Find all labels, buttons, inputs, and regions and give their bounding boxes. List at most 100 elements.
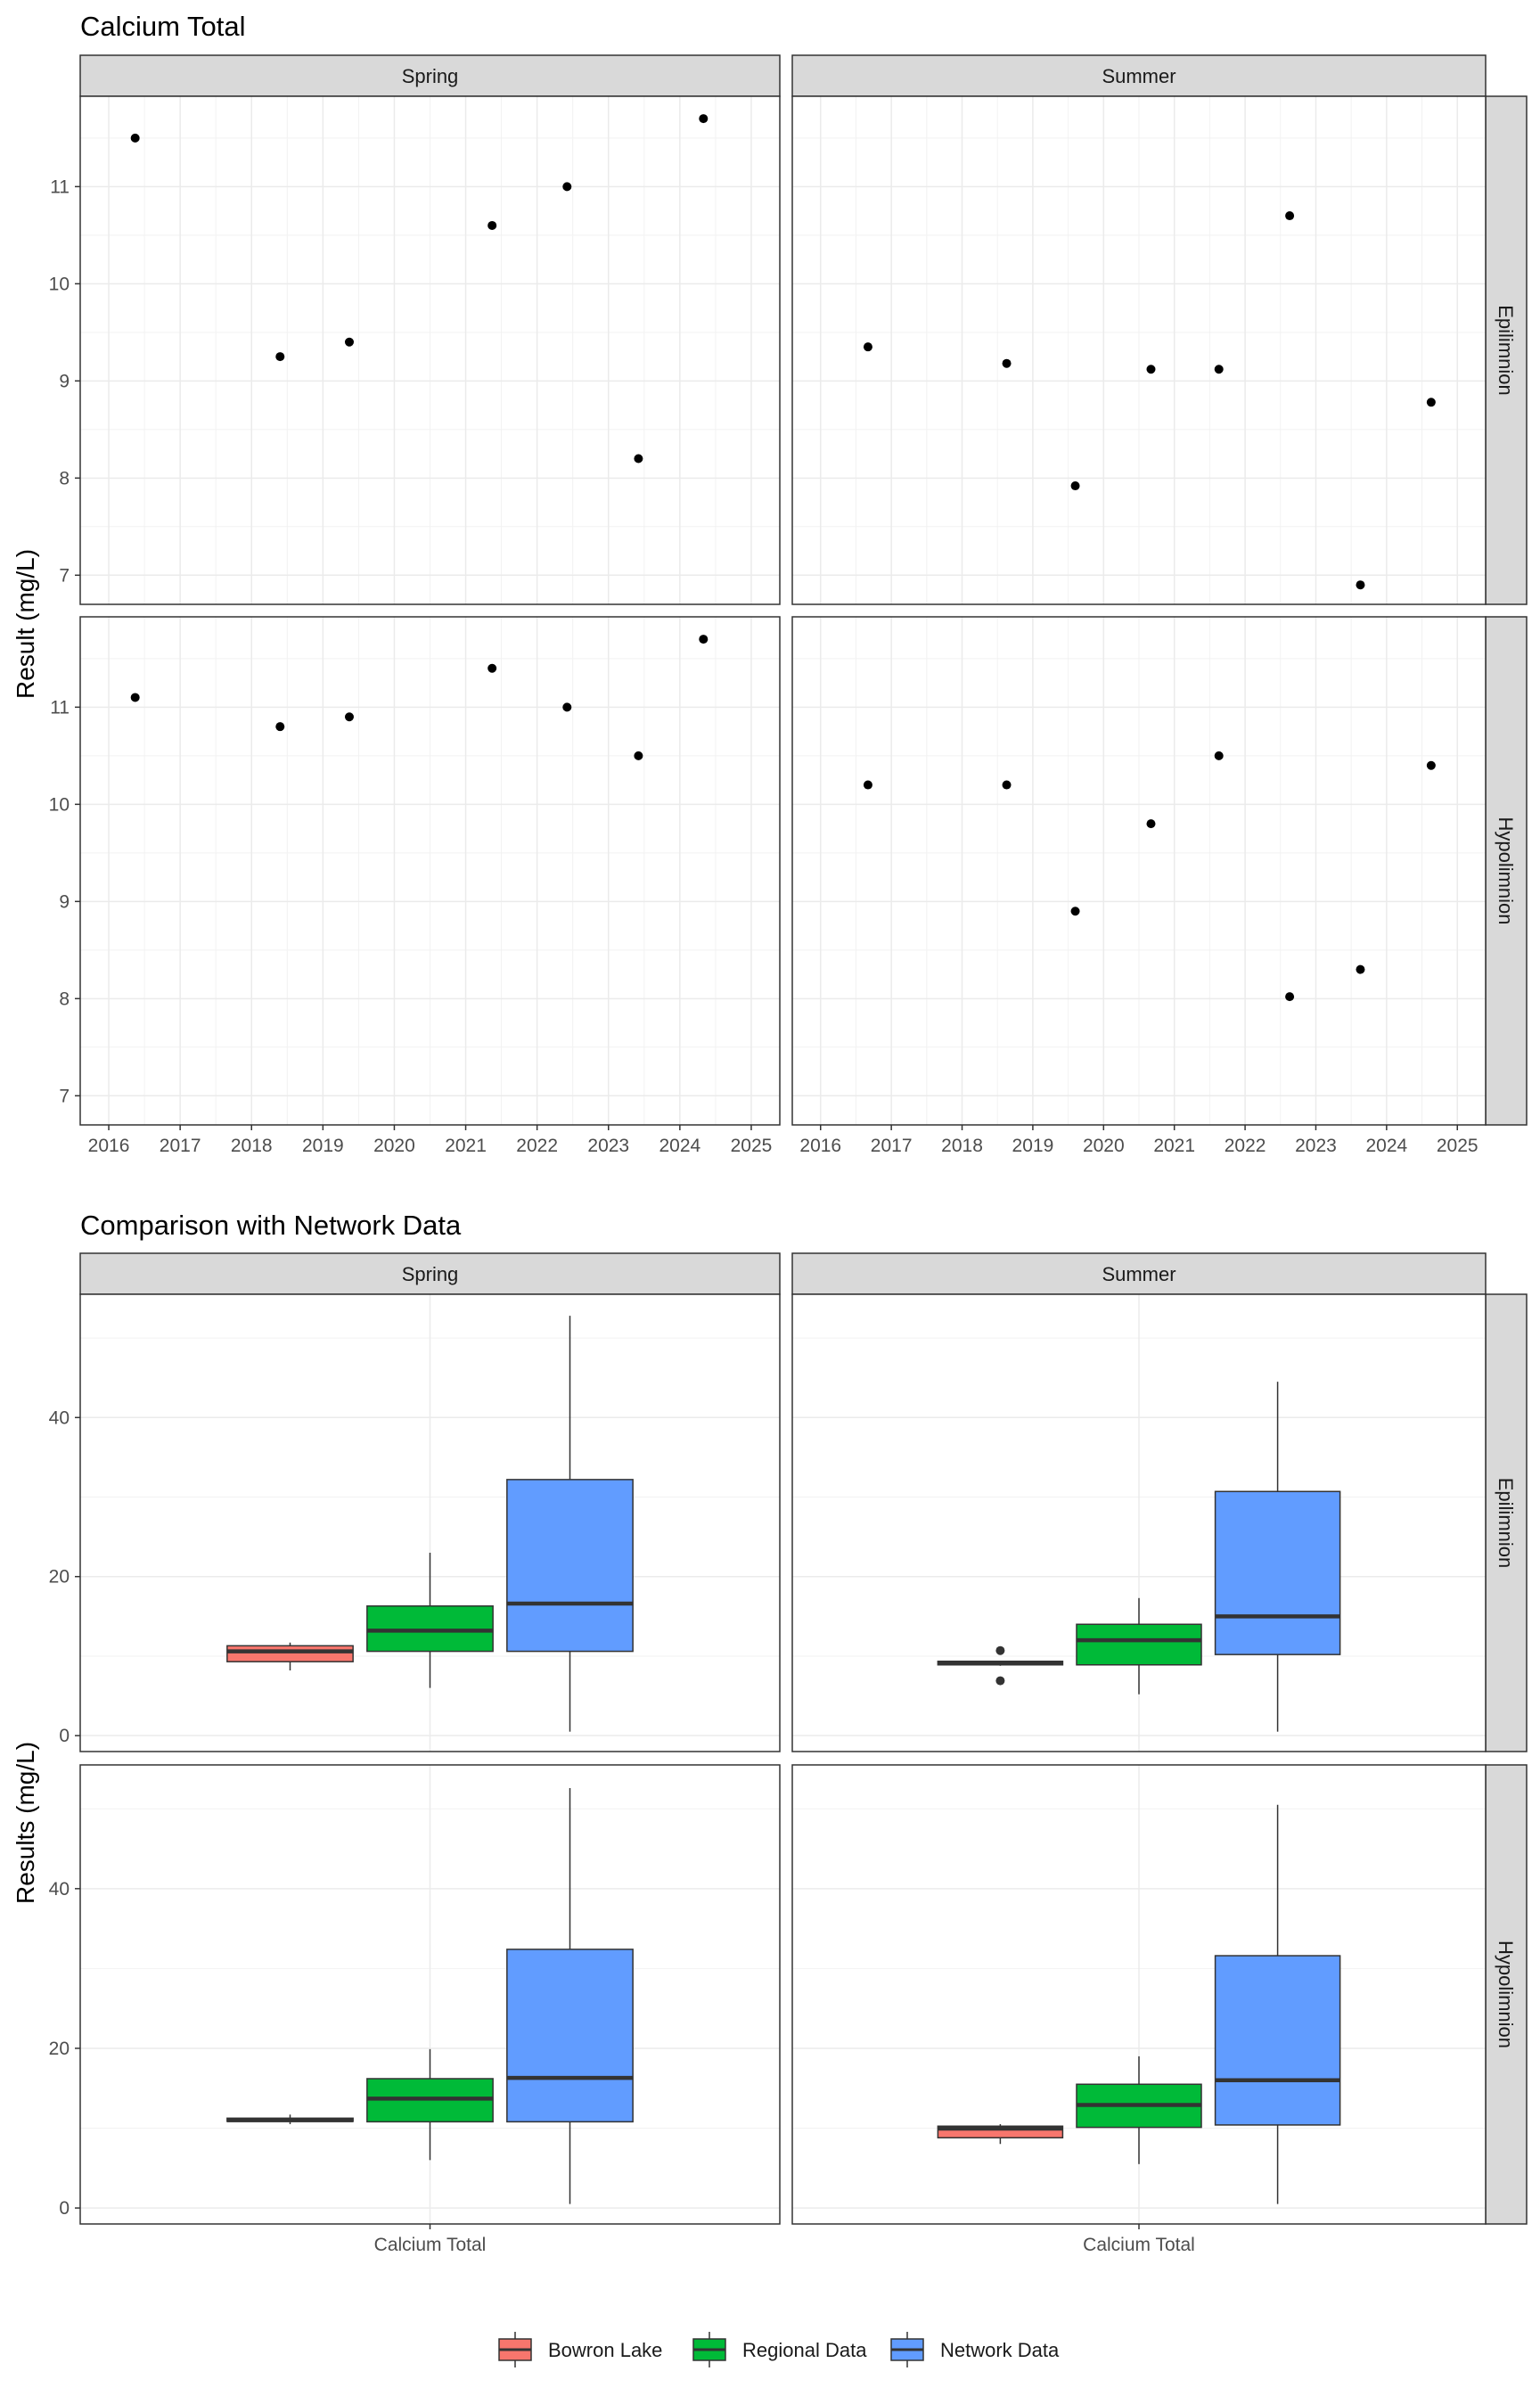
data-point	[130, 693, 140, 702]
data-point	[1146, 819, 1156, 829]
facet-strip-label: Epilimnion	[1495, 305, 1517, 396]
facet-strip-epilimnion	[1485, 95, 1528, 605]
panel-spring-hypolimnion	[79, 1764, 781, 2225]
x-tick-label: 2021	[1153, 1136, 1195, 1156]
data-point	[699, 635, 709, 644]
box-network-data	[506, 1787, 634, 2204]
x-tick-label: 2022	[516, 1136, 558, 1156]
box-regional-data	[1076, 2055, 1202, 2164]
panel-border	[791, 616, 1487, 1126]
x-tick-label: 2023	[587, 1136, 629, 1156]
outlier-point	[995, 1645, 1005, 1655]
panel-border	[79, 95, 781, 605]
panel-summer-epilimnion	[791, 1293, 1487, 1752]
chart-title: Comparison with Network Data	[80, 1210, 462, 1241]
facet-strip-hypolimnion	[1485, 616, 1528, 1126]
box-body	[506, 1479, 634, 1653]
x-tick-label: 2017	[871, 1136, 913, 1156]
x-tick-label: 2023	[1295, 1136, 1337, 1156]
box-body	[1076, 1623, 1202, 1666]
facet-strip-spring	[79, 54, 781, 97]
data-point	[1214, 751, 1224, 760]
box-bowron-lake	[937, 1645, 1064, 1686]
legend-label: Bowron Lake	[548, 2339, 662, 2361]
y-tick-label: 10	[49, 274, 70, 294]
data-point	[562, 702, 572, 712]
data-point	[1002, 780, 1012, 790]
y-axis-label: Result (mg/L)	[12, 549, 39, 699]
box-network-data	[506, 1316, 634, 1732]
x-tick-label: 2022	[1225, 1136, 1266, 1156]
box-network-data	[1214, 1382, 1341, 1732]
legend-label: Regional Data	[742, 2339, 867, 2361]
data-point	[1002, 358, 1012, 368]
scatter-chart-calcium-total: Calcium Total Result (mg/L) Spring Summer…	[12, 11, 1528, 1156]
facet-strip-label: Spring	[402, 65, 459, 87]
y-tick-label: 0	[59, 1726, 70, 1746]
facet-strip-hypolimnion	[1485, 1764, 1528, 2225]
panel-summer-hypolimnion	[791, 616, 1487, 1126]
facet-strip-label: Hypolimnion	[1495, 1941, 1517, 2048]
x-tick-label: 2019	[1012, 1136, 1054, 1156]
box-body	[1214, 1490, 1341, 1655]
data-point	[487, 663, 497, 673]
y-tick-label: 7	[59, 565, 70, 586]
legend-item-bowron-lake: Bowron Lake	[498, 2332, 662, 2367]
data-point	[1146, 365, 1156, 374]
box-regional-data	[1076, 1597, 1202, 1694]
data-point	[275, 722, 285, 732]
box-network-data	[1214, 1804, 1341, 2204]
y-tick-label: 8	[59, 989, 70, 1009]
box-bowron-lake	[226, 1642, 354, 1670]
y-tick-label: 20	[49, 2039, 70, 2059]
legend-item-regional-data: Regional Data	[692, 2332, 867, 2367]
panel-summer-epilimnion	[791, 95, 1487, 605]
facet-strip-summer	[791, 1252, 1487, 1295]
data-point	[1426, 398, 1436, 407]
x-tick-label: 2016	[88, 1136, 130, 1156]
x-tick-label: 2024	[659, 1136, 700, 1156]
x-tick-label: 2018	[941, 1136, 983, 1156]
facet-strip-label: Hypolimnion	[1495, 816, 1517, 924]
box-body	[1214, 1955, 1341, 2126]
y-tick-label: 7	[59, 1086, 70, 1106]
data-point	[1285, 992, 1295, 1002]
x-tick-label: Calcium Total	[374, 2235, 487, 2255]
data-point	[1214, 365, 1224, 374]
x-tick-label: 2021	[445, 1136, 487, 1156]
data-point	[1070, 907, 1080, 916]
panel-border	[791, 1293, 1487, 1752]
outlier-point	[995, 1676, 1005, 1686]
facet-strip-label: Summer	[1102, 1263, 1175, 1285]
panel-border	[791, 95, 1487, 605]
y-tick-label: 8	[59, 468, 70, 488]
data-point	[487, 220, 497, 230]
legend-item-network-data: Network Data	[890, 2332, 1060, 2367]
data-point	[634, 751, 643, 760]
y-tick-label: 0	[59, 2198, 70, 2219]
x-tick-label: 2016	[799, 1136, 841, 1156]
data-point	[344, 712, 354, 722]
panel-spring-epilimnion	[79, 95, 781, 605]
y-tick-label: 11	[50, 176, 70, 197]
data-point	[1285, 211, 1295, 221]
panel-spring-epilimnion	[79, 1293, 781, 1752]
box-regional-data	[366, 1552, 494, 1688]
box-bowron-lake	[226, 2114, 354, 2125]
data-point	[634, 454, 643, 464]
box-bowron-lake	[937, 2124, 1064, 2145]
panel-summer-hypolimnion	[791, 1764, 1487, 2225]
facet-strip-label: Spring	[402, 1263, 459, 1285]
x-tick-label: 2017	[160, 1136, 201, 1156]
x-tick-label: 2018	[231, 1136, 273, 1156]
facet-strip-summer	[791, 54, 1487, 97]
data-point	[1356, 580, 1365, 590]
x-tick-label: 2020	[1083, 1136, 1125, 1156]
data-point	[1070, 481, 1080, 491]
y-tick-label: 10	[49, 794, 70, 815]
x-tick-label: Calcium Total	[1083, 2235, 1195, 2255]
y-tick-label: 20	[49, 1567, 70, 1588]
x-tick-label: 2019	[302, 1136, 344, 1156]
y-tick-label: 40	[49, 1879, 70, 1900]
